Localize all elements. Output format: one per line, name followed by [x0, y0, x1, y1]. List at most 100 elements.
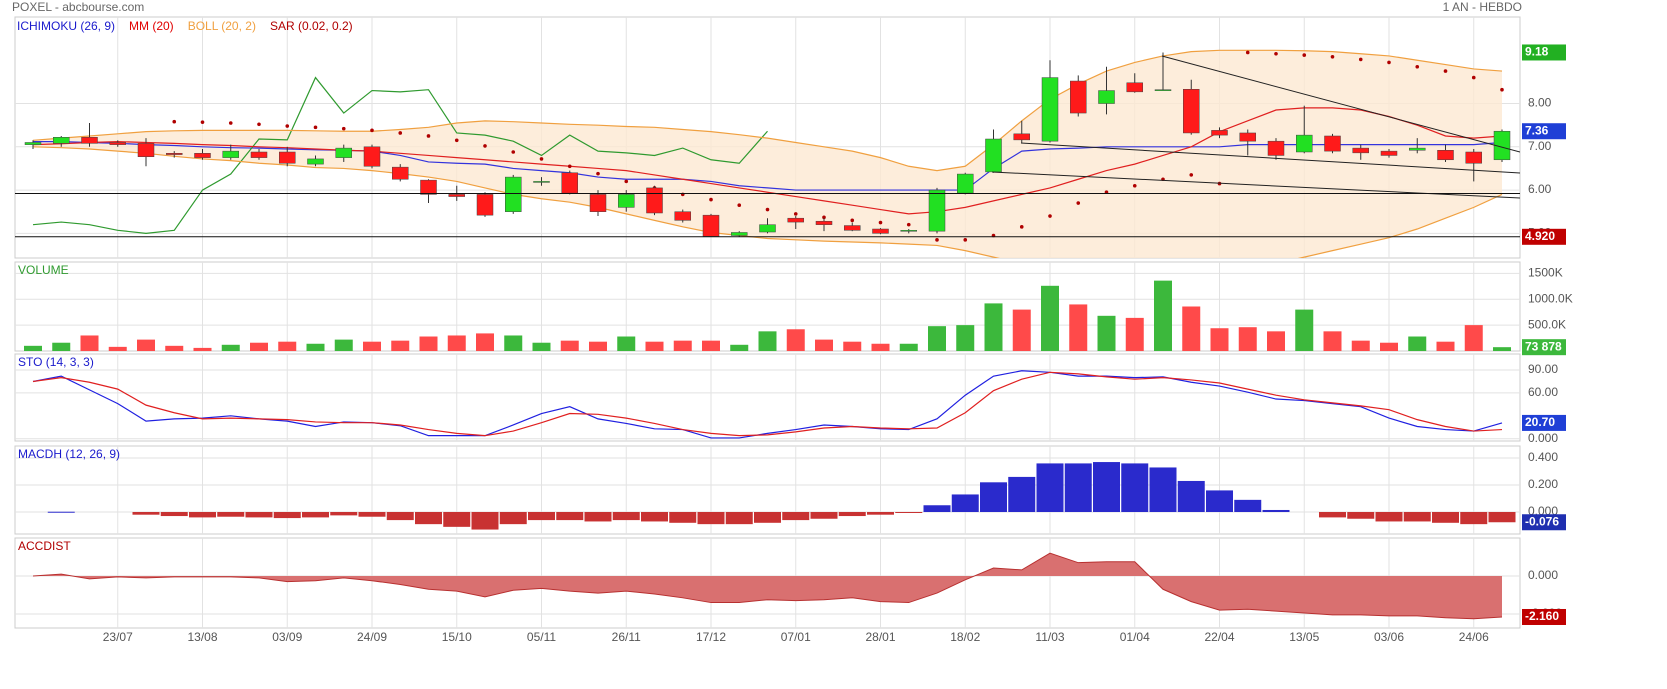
volume-bar	[334, 339, 353, 351]
candle-body	[24, 142, 42, 145]
sar-dot	[850, 218, 855, 223]
macdh-bar	[471, 512, 499, 530]
macdh-bar	[612, 512, 640, 521]
volume-bar	[1041, 285, 1059, 351]
panel-frame	[14, 537, 1521, 629]
candle-body	[363, 146, 381, 167]
x-tick-label: 03/09	[272, 630, 302, 644]
volume-bar	[730, 344, 749, 351]
panel-frame	[14, 445, 1521, 535]
x-tick-label: 24/09	[357, 630, 387, 644]
candle-body	[1409, 147, 1426, 151]
x-tick-label: 15/10	[442, 630, 472, 644]
macdh-bar	[1262, 509, 1290, 512]
candle-body	[674, 211, 691, 221]
volume-bar	[1380, 342, 1398, 351]
sar-dot	[1048, 214, 1052, 218]
macdh-bar	[1234, 499, 1262, 512]
candle-body	[533, 181, 550, 183]
macdh-bar	[1008, 476, 1036, 512]
macdh-bar	[1149, 467, 1177, 512]
candle-body	[1465, 151, 1482, 164]
macdh-bar	[1460, 512, 1488, 525]
volume-bar	[504, 335, 523, 351]
price-box	[1522, 123, 1566, 140]
y-tick-label: 0.200	[1528, 477, 1558, 491]
volume-bar	[221, 344, 240, 351]
macdh-bar	[132, 512, 160, 515]
volume-bar	[645, 341, 664, 351]
x-tick-label: 01/04	[1120, 630, 1150, 644]
candle-body	[1380, 150, 1398, 156]
candle-body	[844, 225, 861, 231]
sar-dot	[398, 131, 403, 135]
macdh-bar	[838, 512, 866, 517]
candle-body	[194, 153, 211, 158]
sar-dot	[963, 238, 968, 242]
sar-dot	[539, 157, 544, 161]
macdh-bar	[584, 512, 612, 522]
sar-dot	[1274, 51, 1278, 56]
sar-dot	[1302, 53, 1307, 57]
volume-bar	[673, 340, 692, 351]
macdh-bar	[386, 512, 414, 521]
candle-body	[222, 150, 239, 158]
macdh-bar	[245, 512, 273, 518]
candle-body	[815, 220, 833, 225]
accdist-line	[32, 552, 1503, 620]
macdh-bar	[330, 512, 358, 516]
candle-body	[1296, 134, 1313, 153]
y-tick-label: 6.00	[1528, 182, 1552, 196]
macdh-bar	[217, 512, 245, 517]
volume-bar	[758, 331, 777, 351]
x-tick-label: 03/06	[1374, 630, 1404, 644]
candle-body	[505, 176, 522, 212]
x-tick-label: 13/08	[187, 630, 217, 644]
macdh-bar	[443, 512, 471, 527]
candle-body	[1267, 140, 1285, 156]
sar-dot	[257, 122, 261, 127]
macdh-bar	[1375, 512, 1403, 522]
x-tick-label: 05/11	[527, 630, 556, 644]
macdh-bar	[754, 512, 781, 523]
y-tick-label: 1500K	[1528, 266, 1563, 280]
candle-body	[307, 158, 324, 165]
candle-body	[646, 187, 663, 214]
sar-dot	[228, 121, 233, 125]
sar-dot	[1245, 50, 1250, 55]
macdh-bar	[528, 512, 555, 521]
macdh-bar	[1036, 463, 1064, 512]
candle-body	[1183, 89, 1200, 134]
indicator-line	[32, 107, 1503, 215]
volume-bar	[899, 343, 918, 351]
volume-bar	[1493, 347, 1511, 351]
volume-bar	[1464, 325, 1483, 351]
value-box-label: 73 878	[1525, 339, 1562, 353]
candle-body	[1239, 132, 1256, 142]
volume-bar	[956, 325, 975, 351]
candle-body	[872, 228, 889, 234]
candle-body	[420, 179, 437, 195]
macdh-bar	[867, 512, 894, 515]
x-tick-label: 28/01	[865, 630, 895, 644]
sar-dot	[200, 120, 205, 124]
sar-dot	[1076, 201, 1081, 205]
sar-dot	[285, 124, 290, 128]
candle-body	[448, 194, 465, 197]
macdh-bar	[556, 512, 584, 521]
panel-frame	[14, 353, 1521, 442]
indicator-line	[32, 76, 768, 234]
volume-bar	[1210, 328, 1229, 351]
volume-bar	[391, 340, 410, 351]
candle-body	[250, 151, 268, 158]
panel-frame	[14, 16, 1521, 259]
candle-body	[166, 153, 183, 155]
price-box-label: 4.920	[1525, 229, 1555, 243]
x-tick-label: 22/04	[1204, 630, 1234, 644]
sar-dot	[172, 119, 177, 124]
price-box-label: 7.36	[1525, 123, 1549, 137]
y-tick-label: 7.00	[1528, 139, 1552, 153]
volume-bar	[589, 341, 607, 351]
candle-body	[702, 214, 720, 237]
macdh-bar	[895, 512, 923, 513]
